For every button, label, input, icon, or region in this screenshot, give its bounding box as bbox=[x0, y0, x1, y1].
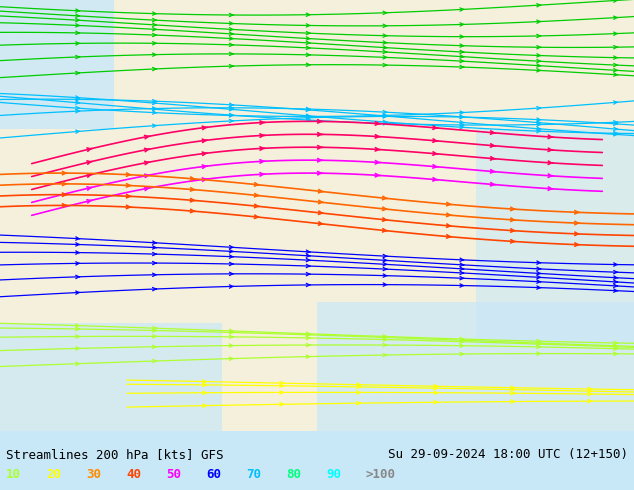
Text: 40: 40 bbox=[126, 468, 141, 481]
Text: 20: 20 bbox=[46, 468, 61, 481]
Text: Streamlines 200 hPa [kts] GFS: Streamlines 200 hPa [kts] GFS bbox=[6, 448, 224, 461]
FancyBboxPatch shape bbox=[0, 0, 634, 431]
Text: 10: 10 bbox=[6, 468, 22, 481]
FancyBboxPatch shape bbox=[317, 302, 634, 431]
Text: 60: 60 bbox=[206, 468, 221, 481]
Text: 80: 80 bbox=[286, 468, 301, 481]
Text: 90: 90 bbox=[326, 468, 341, 481]
FancyBboxPatch shape bbox=[476, 129, 634, 345]
Text: Su 29-09-2024 18:00 UTC (12+150): Su 29-09-2024 18:00 UTC (12+150) bbox=[387, 448, 628, 461]
Text: 50: 50 bbox=[166, 468, 181, 481]
FancyBboxPatch shape bbox=[0, 323, 222, 431]
FancyBboxPatch shape bbox=[0, 0, 114, 129]
Text: 70: 70 bbox=[246, 468, 261, 481]
Text: 30: 30 bbox=[86, 468, 101, 481]
Text: >100: >100 bbox=[366, 468, 396, 481]
